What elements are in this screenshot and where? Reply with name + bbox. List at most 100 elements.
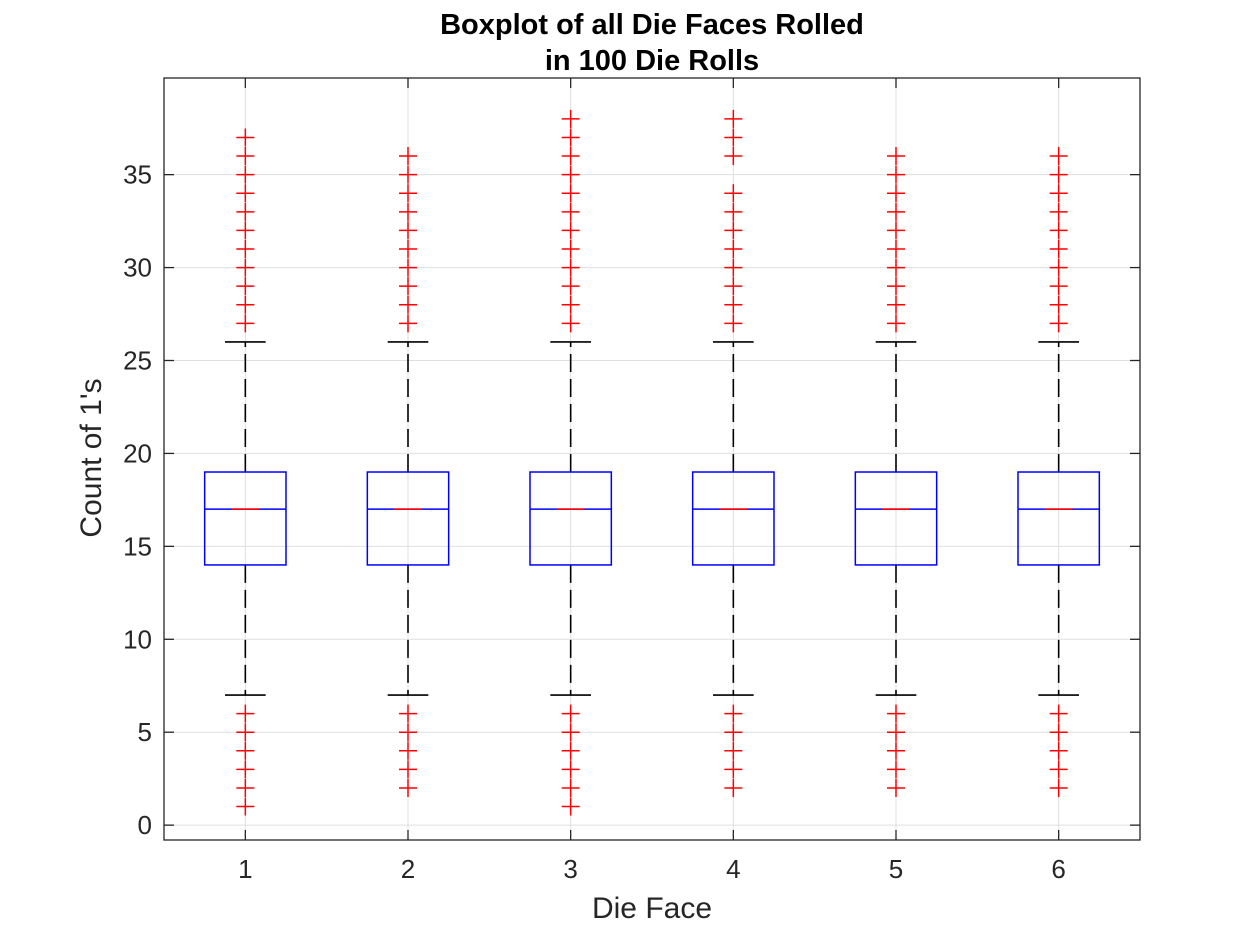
outlier-point — [399, 239, 417, 258]
outlier-point — [1049, 147, 1068, 166]
outlier-point — [236, 202, 255, 221]
outlier-point — [236, 147, 255, 166]
outlier-point — [1049, 239, 1068, 258]
x-tick-label: 1 — [238, 854, 252, 884]
y-tick-label: 0 — [138, 810, 152, 840]
outlier-point — [561, 258, 580, 277]
outlier-point — [724, 704, 743, 723]
outlier-point — [887, 314, 905, 333]
box-group-face-4 — [691, 109, 775, 797]
x-tick-label: 5 — [889, 854, 903, 884]
plot-frame — [163, 77, 1141, 841]
x-axis-label: Die Face — [592, 892, 712, 925]
outlier-point — [399, 221, 417, 240]
outlier-point — [236, 239, 255, 258]
outlier-point — [1049, 760, 1068, 779]
outlier-point — [1049, 295, 1068, 314]
outlier-point — [1049, 277, 1068, 296]
outlier-point — [399, 741, 417, 760]
outlier-point — [724, 314, 743, 333]
chart-title-line-2: in 100 Die Rolls — [545, 45, 759, 77]
outlier-point — [399, 184, 417, 203]
outlier-point — [561, 314, 580, 333]
outlier-point — [561, 704, 580, 723]
outlier-point — [1049, 778, 1068, 797]
outlier-point — [236, 277, 255, 296]
outlier-point — [561, 184, 580, 203]
outlier-point — [724, 128, 743, 147]
outlier-point — [724, 295, 743, 314]
outlier-point — [399, 778, 417, 797]
box-group-face-3 — [529, 109, 613, 816]
box-group-face-5 — [854, 147, 938, 797]
outlier-point — [561, 128, 580, 147]
y-tick-label: 25 — [123, 345, 152, 375]
box-group-face-6 — [1017, 147, 1101, 797]
iqr-box — [203, 471, 287, 566]
outlier-point — [236, 741, 255, 760]
outlier-point — [1049, 314, 1068, 333]
outlier-point — [561, 165, 580, 184]
x-tick-label: 4 — [726, 854, 740, 884]
outlier-point — [1049, 221, 1068, 240]
outlier-point — [724, 239, 743, 258]
outlier-point — [724, 277, 743, 296]
iqr-box — [529, 471, 613, 566]
outlier-point — [1049, 741, 1068, 760]
outlier-point — [399, 277, 417, 296]
outlier-point — [1049, 723, 1068, 742]
outlier-point — [1049, 258, 1068, 277]
x-tick-label: 3 — [563, 854, 577, 884]
outlier-point — [561, 221, 580, 240]
y-tick-label: 15 — [123, 531, 152, 561]
outlier-point — [561, 147, 580, 166]
outlier-point — [399, 202, 417, 221]
outlier-point — [887, 239, 905, 258]
y-axis-label: Count of 1's — [75, 378, 108, 537]
outlier-point — [561, 760, 580, 779]
outlier-point — [724, 202, 743, 221]
outlier-point — [236, 778, 255, 797]
iqr-box — [1017, 471, 1101, 566]
outlier-point — [561, 295, 580, 314]
outlier-point — [887, 202, 905, 221]
outlier-point — [561, 723, 580, 742]
outlier-point — [1049, 184, 1068, 203]
outlier-point — [236, 314, 255, 333]
outlier-point — [887, 147, 905, 166]
outlier-point — [236, 760, 255, 779]
x-tick-label: 2 — [401, 854, 415, 884]
outlier-point — [561, 778, 580, 797]
outlier-point — [561, 239, 580, 258]
outlier-point — [724, 184, 743, 203]
outlier-point — [561, 797, 580, 816]
outlier-point — [236, 704, 255, 723]
outlier-point — [1049, 202, 1068, 221]
chart-title-line-1: Boxplot of all Die Faces Rolled — [440, 9, 864, 41]
iqr-box — [366, 471, 450, 566]
outlier-point — [887, 760, 905, 779]
outlier-point — [1049, 165, 1068, 184]
outlier-point — [724, 221, 743, 240]
box-group-face-1 — [203, 128, 287, 816]
label-layer: Boxplot of all Die Faces Rolled in 100 D… — [75, 9, 864, 925]
outlier-point — [236, 165, 255, 184]
outlier-point — [887, 221, 905, 240]
outlier-point — [724, 147, 743, 166]
outlier-point — [887, 295, 905, 314]
outlier-point — [561, 202, 580, 221]
y-tick-label: 20 — [123, 438, 152, 468]
y-tick-label: 35 — [123, 160, 152, 190]
outlier-point — [724, 109, 743, 128]
x-tick-label: 6 — [1051, 854, 1065, 884]
box-group-face-2 — [366, 147, 450, 797]
outlier-point — [399, 295, 417, 314]
box-layer — [203, 109, 1101, 816]
axes-layer: 0 5 10 15 20 25 30 35 1 2 3 4 5 6 — [123, 77, 1141, 884]
outlier-point — [887, 778, 905, 797]
y-tick-label: 10 — [123, 624, 152, 654]
outlier-point — [399, 258, 417, 277]
outlier-point — [887, 277, 905, 296]
iqr-box — [854, 471, 938, 566]
